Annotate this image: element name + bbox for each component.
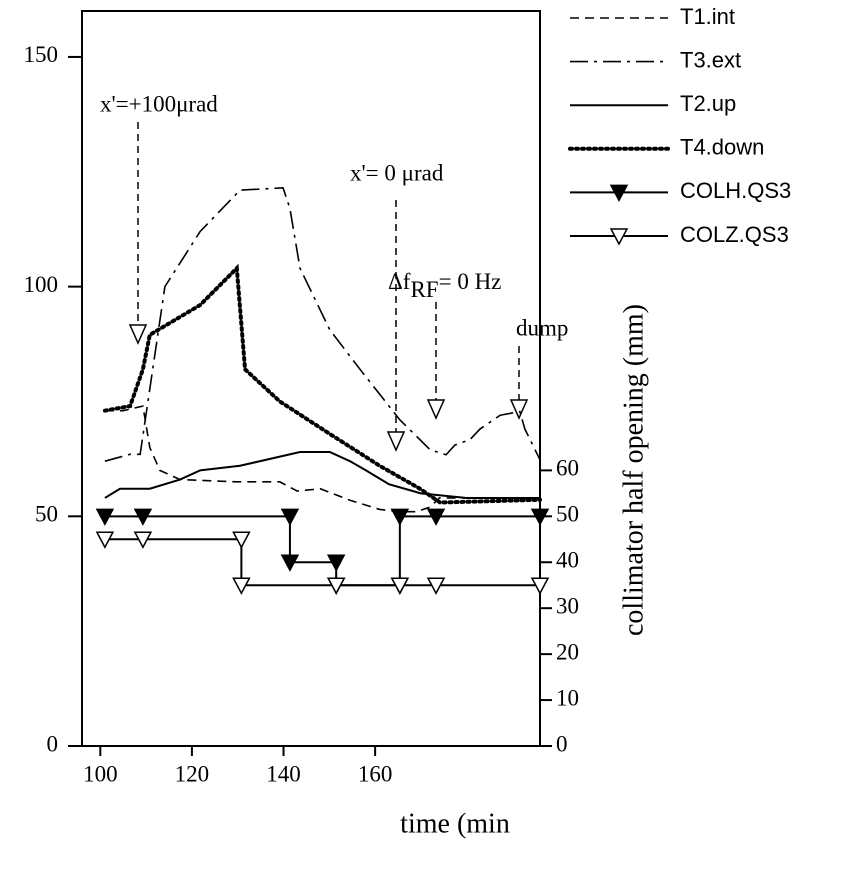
annotation: Δf xyxy=(388,269,411,294)
legend-label: T2.up xyxy=(680,91,736,116)
arrow-head xyxy=(509,399,529,420)
plot-frame xyxy=(81,10,541,747)
annotation: ΔfRF= 0 Hz xyxy=(388,269,501,302)
series-line xyxy=(104,187,541,462)
arrow-head xyxy=(426,399,446,420)
annotation: = 0 Hz xyxy=(439,269,502,294)
x-tick-label: 100 xyxy=(83,761,118,786)
data-point xyxy=(390,577,410,595)
y2-tick-label: 40 xyxy=(556,548,579,573)
legend-label: T4.down xyxy=(680,135,764,160)
annotation-subscript: RF xyxy=(410,277,438,302)
data-point xyxy=(530,577,550,595)
x-tick-label: 140 xyxy=(266,761,301,786)
arrow-head xyxy=(386,431,406,452)
y2-tick-label: 20 xyxy=(556,639,579,664)
legend-marker xyxy=(609,228,629,246)
data-point xyxy=(326,554,346,572)
series-line xyxy=(102,263,542,505)
annotation: x'= 0 μrad xyxy=(350,160,444,185)
legend-label: COLZ.QS3 xyxy=(680,222,789,247)
series-line xyxy=(104,515,540,587)
y2-tick-label: 10 xyxy=(556,685,579,710)
data-point xyxy=(426,577,446,595)
data-point xyxy=(530,508,550,526)
y-tick-label: 150 xyxy=(24,42,59,67)
data-point xyxy=(326,577,346,595)
legend-label: T1.int xyxy=(680,4,735,29)
data-point xyxy=(95,531,115,549)
legend-label: COLH.QS3 xyxy=(680,178,791,203)
series-line xyxy=(104,538,540,587)
x-tick-label: 120 xyxy=(175,761,210,786)
data-point xyxy=(280,508,300,526)
y2-tick-label: 0 xyxy=(556,731,568,756)
x-tick-label: 160 xyxy=(358,761,393,786)
arrow-head xyxy=(128,324,148,345)
data-point xyxy=(232,577,251,595)
data-point xyxy=(133,531,153,549)
annotation: x'=+100μrad xyxy=(100,91,218,116)
y2-tick-label: 30 xyxy=(556,593,579,618)
series-line xyxy=(104,451,540,499)
y-tick-label: 100 xyxy=(24,272,59,297)
x-axis-label: time (min xyxy=(400,808,510,839)
data-point xyxy=(426,508,446,526)
y-tick-label: 0 xyxy=(47,731,59,756)
data-point xyxy=(280,554,300,572)
series-line xyxy=(104,405,540,513)
annotation: dump xyxy=(516,315,568,340)
legend-label: T3.ext xyxy=(680,47,741,72)
data-point xyxy=(95,508,115,526)
y2-tick-label: 60 xyxy=(556,456,579,481)
y2-tick-label: 50 xyxy=(556,502,579,527)
annotation-arrows xyxy=(128,122,529,452)
data-point xyxy=(390,508,410,526)
y-tick-label: 50 xyxy=(35,502,58,527)
y2-axis-label: collimator half opening (mm) xyxy=(618,304,649,636)
data-point xyxy=(133,508,153,526)
data-point xyxy=(232,531,251,549)
legend-marker xyxy=(609,184,629,202)
